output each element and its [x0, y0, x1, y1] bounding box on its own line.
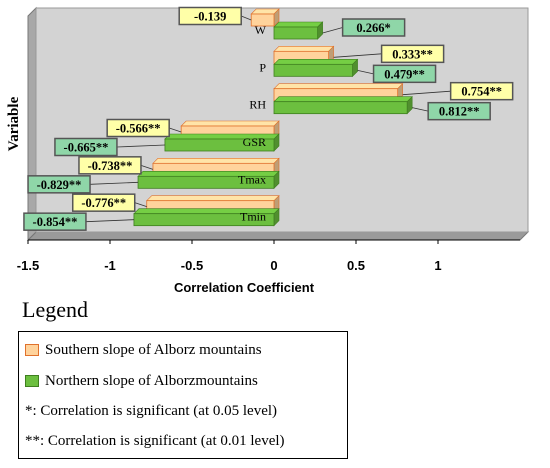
data-label: 0.479**: [384, 67, 425, 81]
data-label-box: [178, 6, 242, 26]
callout-leader: [134, 202, 147, 208]
callout-leader: [402, 90, 451, 96]
data-label: 0.266*: [356, 21, 390, 35]
legend-label-southern: Southern slope of Alborz mountains: [45, 341, 262, 358]
x-tick-label: -1.5: [17, 258, 39, 273]
data-label: -0.139: [194, 10, 226, 24]
callout-leader: [169, 127, 182, 133]
x-tick-label: -0.5: [181, 258, 203, 273]
category-label: P: [259, 60, 266, 74]
category-label: RH: [249, 98, 266, 112]
data-label-box: [372, 64, 437, 84]
data-label-box: [71, 193, 136, 212]
legend-box: Southern slope of Alborz mountains North…: [18, 331, 348, 459]
data-label: -0.738**: [88, 159, 133, 173]
data-label-box: [27, 175, 91, 194]
callout-leader: [322, 27, 343, 34]
data-label-box: [449, 81, 514, 101]
y-axis-label: Variable: [6, 96, 22, 151]
legend-item-southern: Southern slope of Alborz mountains: [25, 340, 262, 360]
data-label: -0.665**: [64, 141, 109, 155]
callout-leader: [412, 107, 429, 112]
legend-swatch-southern: [25, 344, 39, 356]
data-label-box: [341, 18, 406, 37]
category-label: W: [255, 23, 267, 37]
data-label-box: [54, 137, 118, 157]
callout-leader: [116, 144, 165, 148]
category-label: GSR: [243, 135, 266, 149]
callout-leader: [140, 164, 154, 170]
legend-title: Legend: [22, 297, 88, 322]
data-label-box: [106, 118, 170, 138]
data-label: -0.854**: [33, 215, 78, 229]
data-label: -0.566**: [116, 122, 161, 136]
data-label: -0.776**: [81, 196, 126, 210]
legend-swatch-northern: [25, 375, 39, 387]
callout-leader: [333, 53, 382, 58]
x-tick-label: 0: [270, 258, 277, 273]
data-label: 0.754**: [461, 85, 502, 99]
x-axis-label: Correlation Coefficient: [174, 280, 315, 295]
legend-note-significance-001: **: Correlation is significant (at 0.01 …: [25, 432, 285, 449]
data-label: -0.829**: [37, 178, 82, 192]
callout-leader: [357, 69, 374, 75]
bar-tmin-northern: [133, 207, 280, 227]
legend-item-northern: Northern slope of Alborzmountains: [25, 371, 258, 391]
plot-left-wall: [27, 6, 37, 242]
data-label-box: [23, 212, 87, 231]
correlation-bar-chart: -0.139 0.266* W 0.333** 0.479** P 0.754** 0.812…: [6, 6, 530, 295]
data-label: 0.333**: [392, 47, 433, 61]
bar-rh-northern: [273, 95, 413, 115]
category-label: Tmax: [238, 172, 266, 186]
legend-label-northern: Northern slope of Alborzmountains: [45, 372, 258, 389]
bar-w-northern: [273, 21, 324, 40]
callout-leader: [90, 181, 139, 185]
data-label-box: [78, 156, 142, 175]
bar-p-northern: [273, 58, 359, 78]
legend-note-significance-005: *: Correlation is significant (at 0.05 l…: [25, 402, 278, 419]
data-label-box: [427, 101, 491, 121]
callout-leader: [241, 15, 252, 21]
x-tick-label: 1: [434, 258, 441, 273]
data-label: 0.812**: [439, 105, 480, 119]
plot-floor: [26, 231, 530, 241]
x-tick-label: 0.5: [347, 258, 365, 273]
data-label-box: [380, 44, 445, 64]
x-tick-label: -1: [104, 258, 116, 273]
category-label: Tmin: [240, 210, 266, 224]
bar-gsr-northern: [164, 133, 280, 152]
callout-leader: [85, 219, 134, 223]
bar-w-southern: [250, 8, 280, 27]
